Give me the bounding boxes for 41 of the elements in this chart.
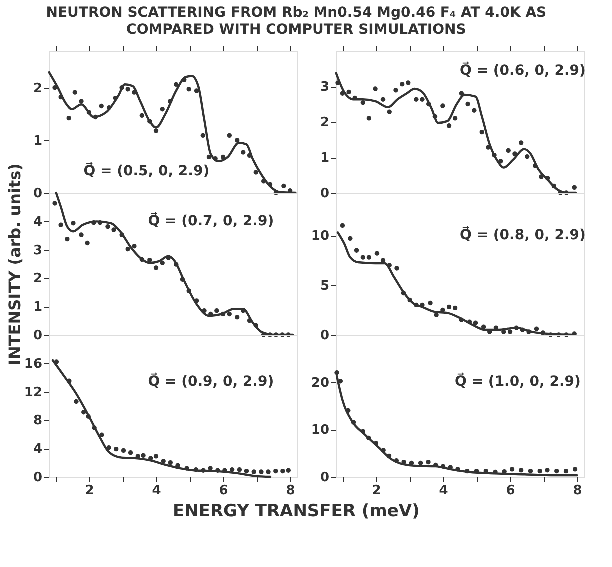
y-tick-label: 12 xyxy=(24,385,42,400)
y-tick-label: 10 xyxy=(311,423,330,438)
y-tick-label: 0 xyxy=(33,470,42,486)
annotation: Q⃗ = (0.8, 0, 2.9) xyxy=(460,226,586,244)
y-tick-label: 3 xyxy=(320,80,330,95)
y-tick-label: 0 xyxy=(320,470,330,486)
x-tick-label: 8 xyxy=(573,484,582,498)
x-tick-label: 2 xyxy=(85,484,94,498)
x-tick-label: 2 xyxy=(372,484,382,498)
x-tick-label: 4 xyxy=(439,484,448,498)
x-tick-label: 8 xyxy=(286,484,296,498)
y-tick-label: 0 xyxy=(33,328,42,344)
x-tick-label: 4 xyxy=(152,484,162,498)
y-tick-label: 4 xyxy=(33,214,42,230)
chart-title: NEUTRON SCATTERING FROM Rb₂ Mn0.54 Mg0.46 F₄ AT 4.0K AS xyxy=(46,5,547,21)
y-tick-label: 0 xyxy=(320,186,330,202)
annotation: Q⃗ = (1.0, 0, 2.9) xyxy=(455,372,581,390)
x-axis-title: ENERGY TRANSFER (meV) xyxy=(173,502,420,522)
y-tick-label: 2 xyxy=(33,272,42,287)
y-tick-label: 8 xyxy=(33,414,42,429)
y-tick-label: 1 xyxy=(320,151,330,166)
annotation: Q⃗ = (0.9, 0, 2.9) xyxy=(148,372,274,390)
y-tick-label: 2 xyxy=(33,81,42,96)
y-tick-label: 0 xyxy=(33,186,42,202)
y-tick-label: 0 xyxy=(320,328,330,344)
y-tick-label: 2 xyxy=(320,116,330,130)
chart-subtitle: COMPARED WITH COMPUTER SIMULATIONS xyxy=(126,22,466,38)
y-axis-title: INTENSITY (arb. units) xyxy=(5,164,24,366)
y-tick-label: 10 xyxy=(311,229,330,244)
x-tick-label: 6 xyxy=(506,484,516,498)
y-tick-label: 20 xyxy=(311,376,330,391)
y-tick-label: 16 xyxy=(24,356,42,372)
y-tick-label: 1 xyxy=(33,300,42,316)
y-tick-label: 1 xyxy=(33,134,42,149)
annotation: Q⃗ = (0.6, 0, 2.9) xyxy=(460,61,586,79)
annotation: Q⃗ = (0.7, 0, 2.9) xyxy=(148,212,274,230)
annotation: Q⃗ = (0.5, 0, 2.9) xyxy=(84,162,210,180)
y-tick-label: 3 xyxy=(33,243,42,258)
x-tick-label: 6 xyxy=(219,484,228,498)
y-tick-label: 4 xyxy=(33,442,42,458)
y-tick-label: 5 xyxy=(320,278,330,294)
